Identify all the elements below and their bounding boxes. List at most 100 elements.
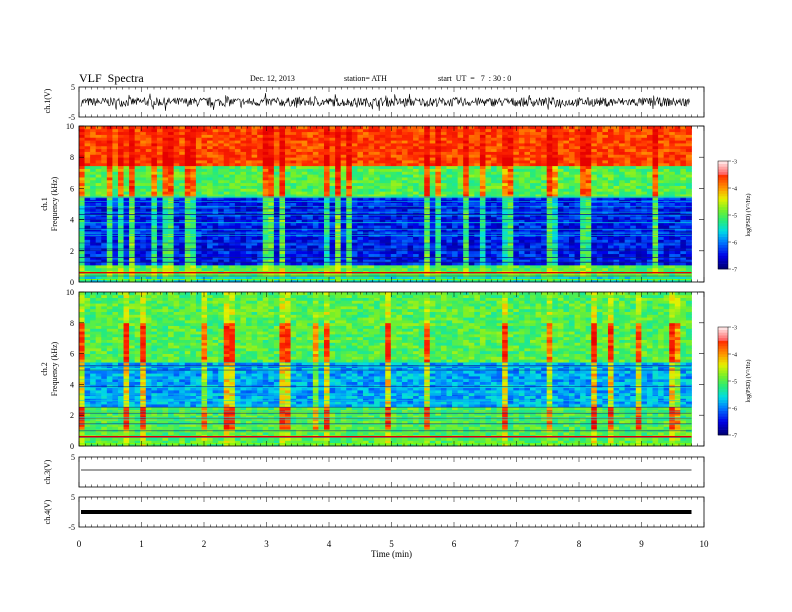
spectrogram-cell (557, 236, 564, 240)
spectrogram-cell (318, 262, 325, 266)
spectrogram-cell (362, 126, 369, 130)
spectrogram-cell (463, 196, 470, 201)
spectrogram-cell (374, 148, 381, 152)
spectrogram-cell (168, 177, 175, 181)
spectrogram-cell (285, 182, 291, 186)
spectrogram-cell (385, 279, 392, 283)
spectrogram-cell (496, 134, 503, 138)
spectrogram-cell (296, 208, 303, 212)
spectrogram-cell (84, 253, 91, 257)
spectrogram-cell (535, 179, 542, 184)
spectrogram-cell (463, 191, 470, 195)
spectrogram-cell (340, 154, 347, 158)
spectrogram-cell (90, 219, 97, 223)
spectrogram-cell (285, 177, 291, 181)
spectrogram-cell (218, 194, 225, 198)
spectrogram-cell (117, 264, 124, 269)
spectrogram-cell (207, 160, 214, 164)
spectrogram-cell (173, 185, 180, 189)
spectrogram-cell (184, 273, 191, 277)
spectrogram-cell (156, 222, 163, 226)
spectrogram-cell (218, 196, 225, 201)
spectrogram-cell (435, 230, 442, 235)
spectrogram-cell (429, 140, 436, 144)
spectrogram-cell (324, 140, 330, 144)
spectrogram-cell (240, 202, 247, 206)
spectrogram-cell (268, 160, 275, 164)
spectrogram-cell (518, 194, 525, 198)
spectrogram-cell (502, 205, 509, 209)
spectrogram-cell (273, 208, 280, 212)
spectrogram-cell (212, 168, 219, 172)
spectrogram-cell (524, 230, 531, 235)
spectrogram-cell (95, 247, 102, 252)
spectrogram-cell (312, 154, 319, 158)
spectrogram-cell (312, 247, 319, 252)
spectrogram-cell (129, 245, 136, 249)
spectrogram-cell (379, 216, 386, 220)
spectrogram-cell (340, 208, 347, 212)
spectrogram-cell (496, 208, 503, 212)
spectrogram-cell (285, 196, 291, 201)
spectrogram-cell (374, 264, 381, 269)
spectrogram-cell (234, 131, 241, 135)
spectrogram-cell (507, 216, 514, 220)
spectrogram-cell (279, 211, 286, 215)
spectrogram-cell (530, 222, 536, 226)
spectrogram-cell (318, 154, 325, 158)
spectrogram-cell (95, 196, 102, 201)
spectrogram-cell (524, 267, 531, 272)
spectrogram-cell (195, 171, 202, 175)
spectrogram-cell (129, 236, 136, 240)
spectrogram-cell (502, 143, 509, 147)
spectrogram-cell (407, 208, 414, 212)
spectrogram-cell (530, 188, 536, 192)
spectrogram-cell (279, 219, 286, 223)
spectrogram-cell (502, 191, 509, 195)
spectrogram-cell (468, 177, 475, 181)
spectrogram-cell (541, 225, 548, 229)
spectrogram-cell (151, 137, 158, 141)
spectrogram-cell (218, 208, 225, 212)
spectrogram-cell (368, 128, 375, 133)
spectrogram-cell (123, 140, 130, 144)
spectrogram-cell (101, 162, 108, 167)
spectrogram-cell (162, 160, 169, 164)
spectrogram-cell (251, 162, 258, 167)
spectrogram-cell (457, 205, 464, 209)
spectrogram-cell (301, 137, 308, 141)
spectrogram-cell (535, 160, 542, 164)
spectrogram-cell (552, 171, 559, 175)
spectrogram-cell (530, 245, 536, 249)
spectrogram-cell (518, 219, 525, 223)
spectrogram-cell (390, 148, 397, 152)
spectrogram-cell (190, 279, 197, 283)
spectrogram-cell (452, 148, 459, 152)
date-label: Dec. 12, 2013 (250, 74, 295, 83)
spectrogram-cell (496, 179, 503, 184)
spectrogram-cell (507, 137, 514, 141)
spectrogram-cell (140, 151, 147, 155)
spectrogram-cell (296, 247, 303, 252)
spectrogram-cell (168, 194, 175, 198)
spectrogram-cell (273, 245, 280, 249)
spectrogram-cell (218, 273, 225, 277)
spectrogram-cell (374, 157, 381, 161)
spectrogram-cell (374, 211, 381, 215)
spectrogram-cell (195, 247, 202, 252)
spectrogram-cell (212, 230, 219, 235)
spectrogram-cell (530, 191, 536, 195)
spectrogram-cell (390, 168, 397, 172)
spectrogram-cell (524, 250, 531, 255)
spectrogram-cell (318, 131, 325, 135)
spectrogram-cell (251, 273, 258, 277)
spectrogram-cell (140, 208, 147, 212)
spectrogram-cell (218, 236, 225, 240)
spectrogram-cell (223, 182, 230, 186)
spectrogram-cell (452, 126, 459, 130)
spectrogram-cell (201, 182, 208, 186)
spectrogram-cell (90, 245, 97, 249)
spectrogram-cell (101, 208, 108, 212)
spectrogram-cell (117, 128, 124, 133)
spectrogram-cell (518, 157, 525, 161)
